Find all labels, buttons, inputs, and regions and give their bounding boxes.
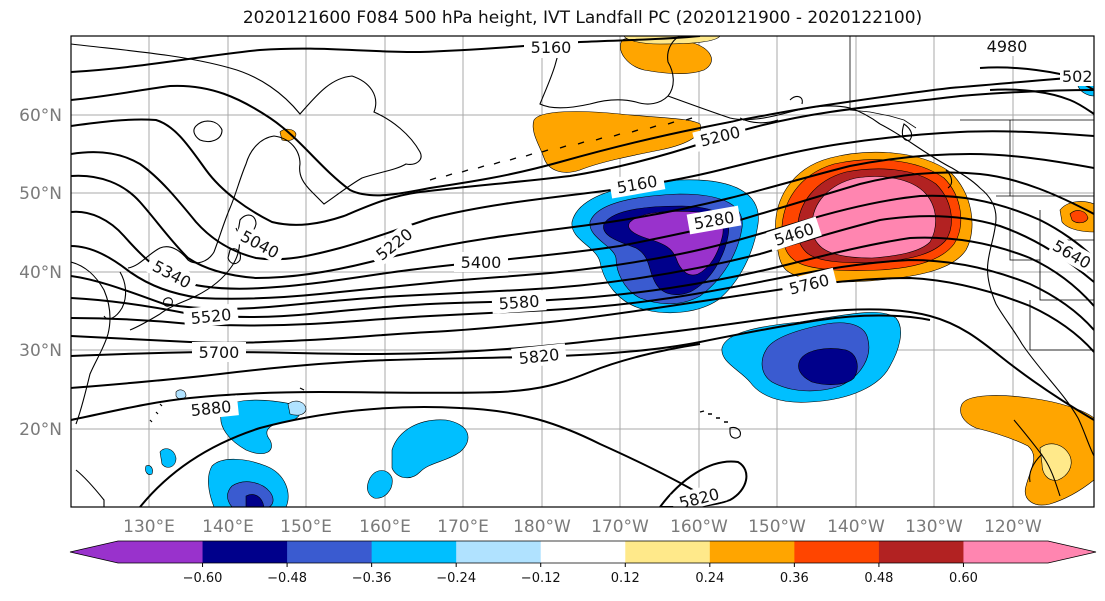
colorbar-tick-label: 0.36 (780, 571, 809, 586)
lon-label: 160°E (359, 517, 411, 537)
colorbar-swatch (371, 541, 457, 563)
colorbar-tick-label: 0.12 (611, 571, 640, 586)
ivt-negative-anomaly-south (721, 312, 901, 403)
lat-label: 60°N (19, 106, 62, 126)
contour-label: 4980 (987, 37, 1028, 56)
lat-label: 30°N (19, 341, 62, 361)
lat-label: 40°N (19, 263, 62, 283)
lat-label: 20°N (19, 420, 62, 440)
map-frame (70, 35, 1095, 508)
colorbar-tick-label: −0.12 (521, 571, 561, 586)
colorbar-tick-label: 0.48 (864, 571, 893, 586)
contour-label: 5880 (190, 397, 232, 420)
contour-label: 5160 (531, 38, 572, 57)
colorbar-tick-label: −0.60 (183, 571, 223, 586)
lon-label: 150°W (748, 517, 806, 537)
ivt-negative-patches-west (145, 389, 469, 507)
lon-label: 120°W (984, 517, 1042, 537)
colorbar-swatch (118, 541, 204, 563)
contour-label: 5400 (461, 253, 502, 272)
colorbar-swatch (287, 541, 373, 563)
colorbar-swatch (878, 541, 964, 563)
colorbar-tick-label: 0.60 (949, 571, 978, 586)
lon-label: 140°W (827, 517, 885, 537)
lon-label: 130°E (123, 517, 175, 537)
colorbar-swatch (794, 541, 880, 563)
colorbar-swatch (625, 541, 711, 563)
lon-label: 160°W (670, 517, 728, 537)
lon-label: 130°W (905, 517, 963, 537)
colorbar: −0.60 −0.48 −0.36 −0.24 −0.12 0.12 0.24 0.36 0.4… (69, 540, 1097, 586)
colorbar-swatch (963, 541, 1049, 563)
colorbar-tick-label: −0.24 (436, 571, 476, 586)
map-title: 2020121600 F084 500 hPa height, IVT Land… (242, 8, 923, 28)
lon-label: 170°E (437, 517, 489, 537)
colorbar-outline (69, 540, 1097, 564)
coastlines (71, 36, 1094, 507)
contour-label: 5580 (498, 292, 540, 314)
ivt-positive-anomaly-main (775, 151, 973, 283)
colorbar-swatch (202, 541, 288, 563)
colorbar-extend-low (70, 541, 118, 563)
lon-label: 180°W (513, 517, 571, 537)
contour-label: 502 (1062, 67, 1093, 86)
colorbar-swatch (456, 541, 542, 563)
colorbar-extend-high (1048, 541, 1096, 563)
longitude-labels: 130°E 140°E 150°E 160°E 170°E 180°W 170°… (123, 517, 1042, 537)
lat-label: 50°N (19, 184, 62, 204)
colorbar-tick-label: 0.24 (695, 571, 724, 586)
colorbar-swatch (709, 541, 795, 563)
colorbar-tick-label: −0.48 (267, 571, 307, 586)
colorbar-tick-label: −0.36 (352, 571, 392, 586)
contour-label: 5820 (518, 345, 560, 368)
lon-label: 170°W (591, 517, 649, 537)
lon-label: 140°E (202, 517, 254, 537)
latitude-labels: 60°N 50°N 40°N 30°N 20°N (19, 106, 62, 440)
lon-label: 150°E (280, 517, 332, 537)
contour-label: 5700 (199, 343, 240, 362)
colorbar-swatch (540, 541, 626, 563)
contour-label: 5520 (190, 305, 232, 328)
